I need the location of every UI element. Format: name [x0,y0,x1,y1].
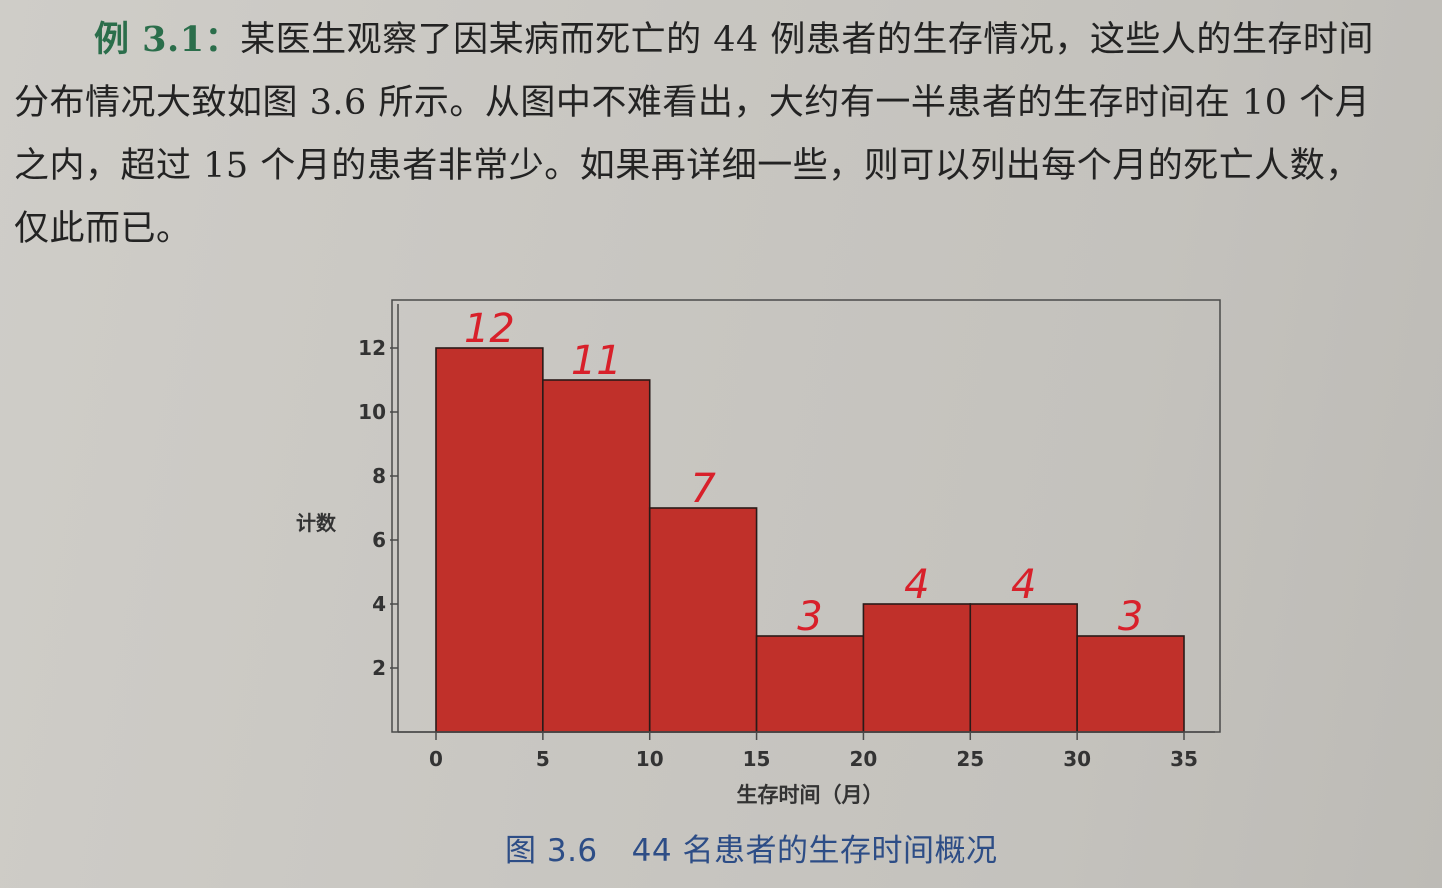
x-tick-label: 30 [1063,747,1091,771]
handwritten-count-label: 7 [690,466,716,512]
bars-group [435,347,1185,733]
paragraph-line-3: 之内，超过 15 个月的患者非常少。如果再详细一些，则可以列出每个月的死亡人数， [14,146,1361,186]
handwritten-count-label: 3 [797,594,822,640]
histogram-chart: 12 11 7 3 4 4 3 2 4 6 8 10 12 0 5 10 15 20 25 30 35 计数 生存时… [280,290,1260,810]
x-tick-label: 5 [536,747,550,771]
y-tick-label: 8 [372,464,386,488]
x-tick-label: 35 [1170,747,1198,771]
histogram-bar [755,635,865,733]
x-tick-label: 20 [850,747,878,771]
histogram-svg: 12 11 7 3 4 4 3 2 4 6 8 10 12 0 5 10 15 20 25 30 35 计数 生存时… [296,299,1221,807]
y-axis: 2 4 6 8 10 12 [358,304,399,732]
example-label: 例 3.1： [94,19,241,60]
paragraph-line-2: 分布情况大致如图 3.6 所示。从图中不难看出，大约有一半患者的生存时间在 10… [14,83,1371,123]
histogram-bar [862,603,972,733]
y-tick-label: 12 [358,336,386,360]
x-axis-label: 生存时间（月） [737,783,884,807]
handwritten-count-label: 11 [571,338,622,384]
histogram-bar [542,379,651,733]
y-tick-label: 2 [372,656,386,680]
x-tick-label: 0 [429,747,443,771]
figure-title: 44 名患者的生存时间概况 [631,833,998,869]
figure-number: 图 3.6 [505,833,598,869]
x-tick-label: 15 [743,747,771,771]
handwritten-count-label: 4 [904,562,929,608]
histogram-bar [969,603,1078,733]
paragraph-line-1-text: 某医生观察了因某病而死亡的 44 例患者的生存情况，这些人的生存时间 [240,20,1374,60]
y-tick-label: 6 [372,528,386,552]
x-tick-label: 25 [956,747,984,771]
handwritten-annotations-group: 12 11 7 3 4 4 3 [464,306,1143,640]
example-paragraph: 例 3.1：某医生观察了因某病而死亡的 44 例患者的生存情况，这些人的生存时间… [14,8,1414,261]
handwritten-count-label: 12 [464,306,515,352]
paragraph-line-4: 仅此而已。 [14,209,192,249]
histogram-bar [435,347,544,733]
histogram-bar [648,507,758,733]
histogram-bar [1076,635,1185,733]
y-axis-label: 计数 [296,511,337,535]
x-tick-label: 10 [636,747,664,771]
handwritten-count-label: 4 [1011,562,1036,608]
paragraph-line-1: 例 3.1：某医生观察了因某病而死亡的 44 例患者的生存情况，这些人的生存时间 [14,8,1414,72]
figure-caption: 图 3.6 44 名患者的生存时间概况 [505,825,997,870]
y-tick-label: 10 [358,400,386,424]
handwritten-count-label: 3 [1118,594,1143,640]
y-tick-label: 4 [372,592,386,616]
x-axis: 0 5 10 15 20 25 30 35 [398,731,1215,771]
